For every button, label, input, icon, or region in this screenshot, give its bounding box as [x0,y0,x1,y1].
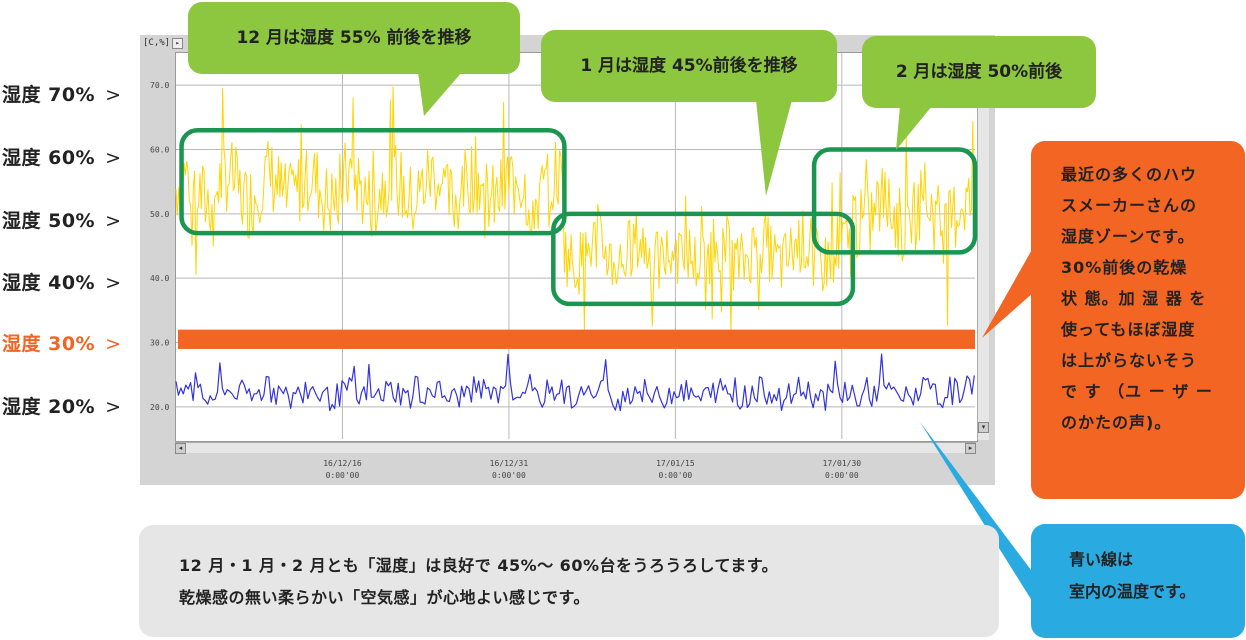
callout-house-maker-zone: 最近の多くのハウ スメーカーさんの 湿度ゾーンです。 30%前後の乾燥 状 態。… [1031,141,1245,499]
callout-january-tail [756,100,792,196]
callout-line: は上がらないそう [1061,351,1198,370]
callout-line: 青い線は [1069,550,1134,569]
y-tick-label: 70.0 [150,81,169,90]
side-label-text: 湿度 20% [2,396,96,418]
summary-box: 12 月・1 月・2 月とも「湿度」は良好で 45%〜 60%台をうろうろしてま… [139,525,999,637]
callout-february-text: 2 月は湿度 50%前後 [895,62,1063,82]
side-label-20: 湿度 20% > [2,392,122,419]
scroll-down-button[interactable]: ▾ [978,422,989,433]
side-label-40: 湿度 40% > [2,268,122,295]
scroll-right-button[interactable]: ▸ [965,443,976,454]
callout-december-text: 12 月は湿度 55% 前後を推移 [236,28,472,48]
temperature-series-line [175,353,975,412]
x-tick-time: 0:00'00 [326,471,360,480]
callout-february: 2 月は湿度 50%前後 [862,36,1096,108]
side-label-60: 湿度 60% > [2,143,122,170]
y-tick-label: 50.0 [150,210,169,219]
x-tick-date: 16/12/31 [490,459,529,468]
callout-line: 湿度ゾーンです。 [1061,227,1195,246]
callout-line: 室内の温度です。 [1069,582,1196,601]
summary-line: 乾燥感の無い柔らかい「空気感」が心地よい感じです。 [179,588,590,607]
x-tick-date: 17/01/15 [656,459,695,468]
chevron-right-icon: > [105,210,122,232]
callout-line: 最近の多くのハウ [1061,165,1198,184]
unit-toggle-button[interactable]: ▸ [172,38,184,49]
chevron-right-icon: > [105,396,122,418]
callout-line: 状 態。加 湿 器 を [1061,289,1207,308]
x-tick-time: 0:00'00 [659,471,693,480]
highlight-region-box [811,147,978,255]
humidity-series-line [175,86,975,337]
side-label-70: 湿度 70% > [2,80,122,107]
callout-line: 使ってもほぼ湿度 [1061,320,1196,339]
highlight-region-box [179,127,567,236]
callout-january: 1 月は湿度 45%前後を推移 [541,30,837,102]
chevron-right-icon: > [105,84,122,106]
plot-area [175,52,978,442]
unit-label: [C,%] ▸ [143,38,184,49]
x-tick-time: 0:00'00 [825,471,859,480]
x-tick-time: 0:00'00 [492,471,526,480]
side-label-text: 湿度 70% [2,84,96,106]
callout-house-maker-tail [982,246,1034,338]
y-tick-label: 30.0 [150,339,169,348]
callout-blue-line-tail [920,422,1034,604]
callout-line: のかたの声)。 [1061,413,1172,432]
chevron-right-icon: > [105,272,122,294]
side-label-30: 湿度 30% > [2,329,122,356]
side-label-text: 湿度 30% [2,333,96,355]
chevron-right-icon: > [105,147,122,169]
vertical-scrollbar[interactable]: ▾ [977,52,989,440]
callout-line: スメーカーさんの [1061,196,1198,215]
callout-blue-line: 青い線は 室内の温度です。 [1031,524,1245,638]
unit-label-text: [C,%] [143,38,171,48]
callout-december: 12 月は湿度 55% 前後を推移 [188,2,520,74]
y-tick-label: 60.0 [150,146,169,155]
side-label-text: 湿度 60% [2,147,96,169]
callout-january-text: 1 月は湿度 45%前後を推移 [580,56,798,76]
summary-line: 12 月・1 月・2 月とも「湿度」は良好で 45%〜 60%台をうろうろしてま… [179,556,779,575]
highlight-region-box [551,211,856,307]
humidity-30-band [178,329,975,349]
callout-line: 30%前後の乾燥 [1061,258,1188,277]
callout-december-tail [418,72,462,116]
y-tick-label: 40.0 [150,274,169,283]
callout-february-tail [896,106,932,150]
side-label-text: 湿度 40% [2,272,96,294]
chevron-right-icon: > [105,333,122,355]
side-label-text: 湿度 50% [2,210,96,232]
y-tick-label: 20.0 [150,403,169,412]
callout-line: で す （ユ ー ザ ー [1061,382,1213,401]
scroll-left-button[interactable]: ◂ [175,443,186,454]
x-tick-date: 17/01/30 [823,459,862,468]
horizontal-scrollbar[interactable]: ◂ ▸ [175,442,976,454]
x-tick-date: 16/12/16 [323,459,362,468]
side-label-50: 湿度 50% > [2,206,122,233]
